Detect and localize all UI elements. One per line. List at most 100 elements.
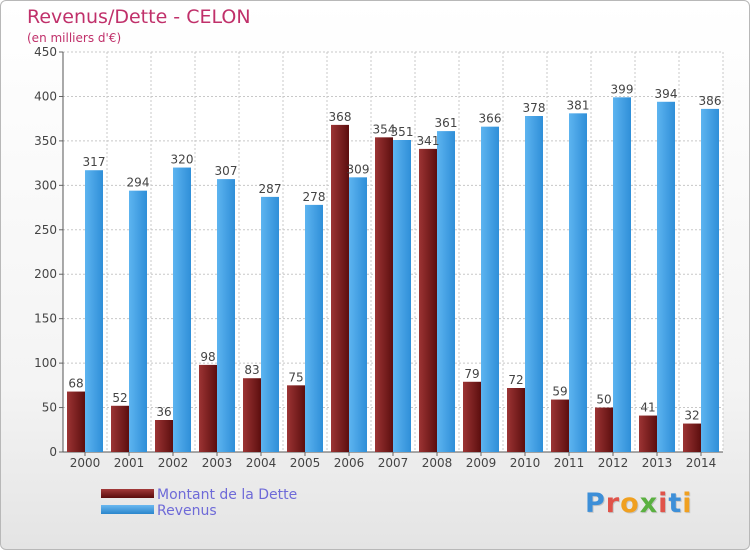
data-label-dette: 52 bbox=[112, 391, 127, 405]
proxiti-logo: Proxiti bbox=[585, 488, 693, 519]
y-tick-label: 150 bbox=[34, 312, 57, 326]
data-label-dette: 83 bbox=[244, 363, 259, 377]
bar-revenus bbox=[85, 170, 103, 452]
data-label-revenus: 320 bbox=[171, 153, 194, 167]
data-label-revenus: 399 bbox=[611, 82, 634, 96]
bar-dette bbox=[287, 385, 305, 452]
data-label-dette: 50 bbox=[596, 393, 611, 407]
x-tick-label: 2001 bbox=[114, 456, 145, 470]
y-tick-label: 50 bbox=[42, 401, 57, 415]
legend-swatch-revenus bbox=[101, 505, 154, 514]
y-tick-label: 100 bbox=[34, 356, 57, 370]
y-tick-label: 400 bbox=[34, 89, 57, 103]
bar-revenus bbox=[349, 177, 367, 453]
logo-letter: o bbox=[620, 488, 640, 519]
x-tick-label: 2012 bbox=[598, 456, 629, 470]
data-label-revenus: 307 bbox=[215, 164, 238, 178]
logo-letter: x bbox=[639, 488, 659, 519]
bar-revenus bbox=[261, 196, 279, 452]
bar-dette bbox=[595, 407, 613, 452]
x-tick-label: 2009 bbox=[466, 456, 497, 470]
logo-letter: i bbox=[658, 488, 669, 519]
data-label-dette: 368 bbox=[329, 110, 352, 124]
logo-letter: P bbox=[585, 488, 606, 519]
y-tick-label: 300 bbox=[34, 178, 57, 192]
data-label-dette: 98 bbox=[200, 350, 215, 364]
data-label-dette: 41 bbox=[640, 401, 655, 415]
data-label-dette: 341 bbox=[417, 134, 440, 148]
data-label-dette: 72 bbox=[508, 373, 523, 387]
y-tick-label: 450 bbox=[34, 45, 57, 59]
x-tick-label: 2003 bbox=[202, 456, 233, 470]
data-label-revenus: 317 bbox=[83, 155, 106, 169]
data-label-revenus: 381 bbox=[567, 98, 590, 112]
x-tick-label: 2014 bbox=[686, 456, 717, 470]
x-tick-label: 2006 bbox=[334, 456, 365, 470]
data-label-dette: 32 bbox=[684, 409, 699, 423]
bar-revenus bbox=[129, 190, 147, 452]
bar-dette bbox=[507, 388, 525, 452]
legend-swatch-dette bbox=[101, 489, 154, 498]
bar-revenus bbox=[657, 101, 675, 453]
data-label-revenus: 394 bbox=[655, 87, 678, 101]
x-tick-label: 2000 bbox=[70, 456, 101, 470]
bar-dette bbox=[155, 420, 173, 452]
x-tick-label: 2011 bbox=[554, 456, 585, 470]
x-tick-label: 2013 bbox=[642, 456, 673, 470]
legend-label-dette: Montant de la Dette bbox=[157, 487, 298, 503]
bar-dette bbox=[551, 399, 569, 452]
data-label-dette: 68 bbox=[68, 377, 83, 391]
y-tick-label: 350 bbox=[34, 134, 57, 148]
data-label-revenus: 278 bbox=[303, 190, 326, 204]
data-label-revenus: 294 bbox=[127, 176, 150, 190]
data-label-revenus: 366 bbox=[479, 112, 502, 126]
data-label-dette: 36 bbox=[156, 405, 171, 419]
data-label-dette: 59 bbox=[552, 385, 567, 399]
bar-revenus bbox=[217, 179, 235, 452]
bar-dette bbox=[243, 378, 261, 452]
data-label-revenus: 351 bbox=[391, 125, 414, 139]
bar-dette bbox=[419, 148, 437, 452]
bars bbox=[67, 97, 719, 453]
data-label-revenus: 309 bbox=[347, 162, 370, 176]
bar-dette bbox=[683, 423, 701, 452]
x-tick-label: 2005 bbox=[290, 456, 321, 470]
y-tick-label: 250 bbox=[34, 223, 57, 237]
bar-dette bbox=[463, 381, 481, 452]
data-label-revenus: 386 bbox=[699, 94, 722, 108]
bar-dette bbox=[375, 137, 393, 453]
data-label-dette: 75 bbox=[288, 370, 303, 384]
bar-dette bbox=[199, 364, 217, 452]
x-tick-label: 2010 bbox=[510, 456, 541, 470]
logo-letter: r bbox=[605, 488, 621, 519]
data-label-dette: 354 bbox=[373, 122, 396, 136]
logo-letter: i bbox=[682, 488, 693, 519]
bar-revenus bbox=[305, 204, 323, 452]
legend-label-revenus: Revenus bbox=[157, 503, 217, 519]
bar-revenus bbox=[569, 113, 587, 452]
x-tick-label: 2007 bbox=[378, 456, 409, 470]
bar-revenus bbox=[481, 126, 499, 453]
chart-subtitle: (en milliers d'€) bbox=[27, 31, 122, 45]
data-label-dette: 79 bbox=[464, 367, 479, 381]
logo-letter: t bbox=[668, 488, 683, 519]
chart-title: Revenus/Dette - CELON bbox=[27, 6, 251, 28]
x-tick-label: 2004 bbox=[246, 456, 277, 470]
bar-revenus bbox=[701, 108, 719, 452]
bar-revenus bbox=[393, 140, 411, 452]
y-tick-label: 200 bbox=[34, 267, 57, 281]
bar-dette bbox=[639, 415, 657, 452]
data-label-revenus: 361 bbox=[435, 116, 458, 130]
bar-revenus bbox=[525, 116, 543, 452]
bar-revenus bbox=[437, 131, 455, 452]
y-tick-label: 0 bbox=[49, 445, 57, 459]
bar-revenus bbox=[173, 167, 191, 453]
bar-dette bbox=[67, 391, 85, 452]
x-tick-label: 2008 bbox=[422, 456, 453, 470]
data-labels: 6831752294363209830783287752783683093543… bbox=[68, 82, 721, 422]
x-tick-label: 2002 bbox=[158, 456, 189, 470]
data-label-revenus: 287 bbox=[259, 182, 282, 196]
data-label-revenus: 378 bbox=[523, 101, 546, 115]
